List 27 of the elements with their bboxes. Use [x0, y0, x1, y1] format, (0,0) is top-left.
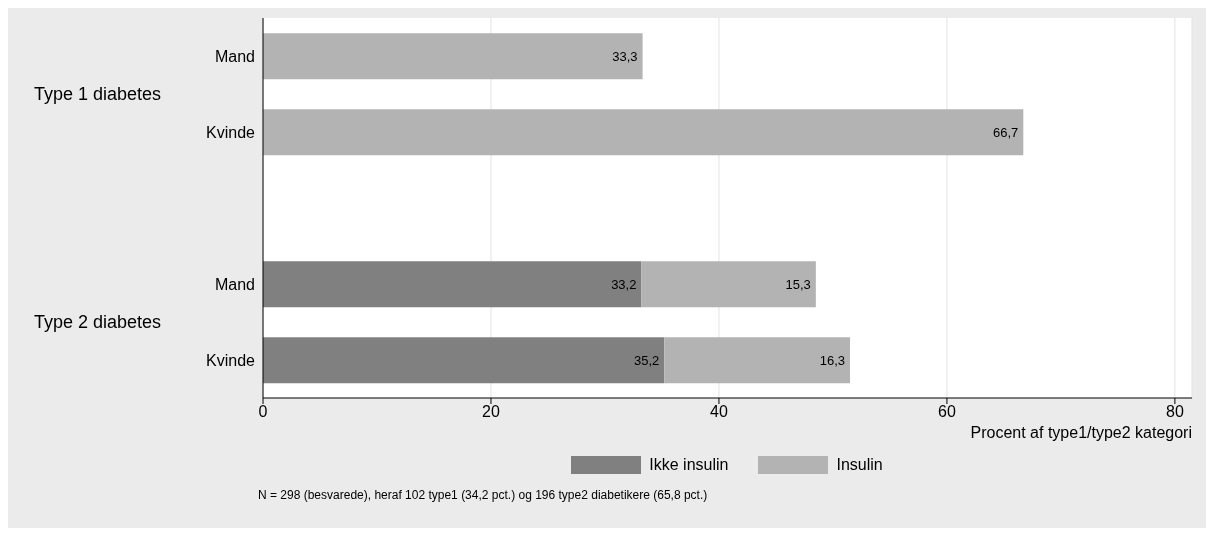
x-tick-label: 0 — [258, 403, 268, 421]
bar — [263, 337, 665, 384]
x-tick-label: 80 — [1166, 403, 1184, 421]
bar — [664, 337, 851, 384]
y-tick-label: Kvinde — [206, 123, 256, 141]
bar — [641, 261, 816, 308]
data-label: 33,2 — [611, 276, 637, 292]
data-label: 16,3 — [819, 352, 846, 368]
x-tick-label: 20 — [482, 403, 500, 421]
data-label: 15,3 — [785, 276, 811, 292]
text: Type 1 diabetes — [34, 83, 162, 105]
bar — [263, 261, 642, 308]
bar — [263, 33, 643, 80]
x-tick-label: 40 — [710, 403, 728, 421]
y-tick-label: Kvinde — [206, 351, 256, 369]
text: Type 2 diabetes — [34, 311, 162, 333]
x-axis-title: Procent af type1/type2 kategori — [970, 424, 1192, 441]
legend-label: Ikke insulin — [649, 456, 729, 474]
legend-label: Insulin — [836, 456, 883, 474]
y-tick-label: Mand — [214, 47, 255, 65]
x-tick-label: 60 — [938, 403, 956, 421]
text: N = 298 (besvarede), heraf 102 type1 (34,2 pct.) og 196 type2 diabetikere (65,8 pct.) — [258, 488, 709, 502]
data-label: 33,3 — [612, 48, 638, 64]
bar — [263, 109, 1024, 156]
data-label: 35,2 — [633, 352, 660, 368]
y-tick-label: Mand — [214, 275, 255, 293]
data-label: 66,7 — [992, 124, 1019, 140]
